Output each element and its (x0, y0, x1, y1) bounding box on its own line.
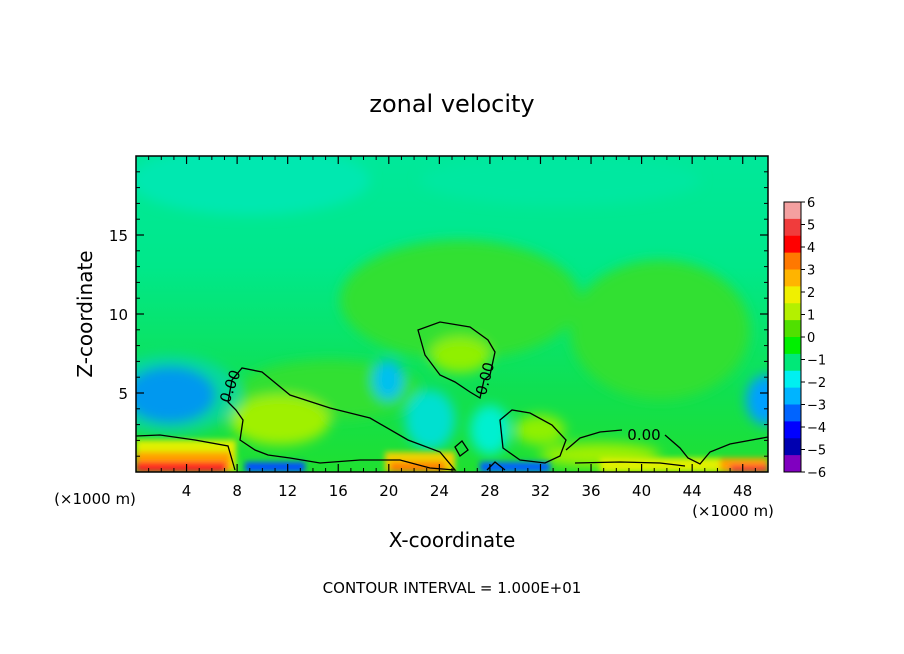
chart-title: zonal velocity (369, 90, 534, 118)
colorbar-tick-label: 3 (807, 264, 815, 279)
x-tick-label: 4 (182, 482, 192, 500)
x-tick-label: 40 (632, 482, 651, 500)
colorbar-tick-label: 6 (807, 196, 815, 211)
contour-line-surface-left (136, 434, 236, 471)
y-tick-label: 10 (109, 306, 128, 324)
surface-red-right (730, 465, 768, 472)
colorbar-tick-label: −5 (807, 444, 826, 459)
contour-line-upper-loop (417, 321, 496, 400)
contour-interval-note: CONTOUR INTERVAL = 1.000E+01 (323, 579, 582, 597)
contour-line-right-surface (664, 434, 768, 465)
contour-line-left-hump (227, 367, 457, 471)
colorbar-tick-label: 4 (807, 241, 815, 256)
contour-line-small-loop (454, 440, 469, 457)
jet-core-right (746, 375, 768, 425)
surface-yellow-3 (600, 458, 720, 472)
cyan-band-top (136, 156, 370, 215)
yellowgreen-blob-1 (430, 337, 490, 373)
x-tick-label: 36 (581, 482, 600, 500)
colorbar-swatch (784, 404, 801, 422)
green-zone-right (570, 260, 750, 400)
colorbar-tick-label: −2 (807, 376, 826, 391)
colorbar-swatch (784, 303, 801, 321)
colorbar-tick-label: 0 (807, 331, 815, 346)
colorbar-swatch (784, 320, 801, 338)
x-tick-label: 28 (480, 482, 499, 500)
x-axis-unit-right: (×1000 m) (692, 502, 774, 520)
x-tick-label: 32 (531, 482, 550, 500)
colorbar-swatch (784, 269, 801, 287)
colorbar-tick-label: 1 (807, 309, 815, 324)
surface-red-left (136, 462, 226, 472)
colorbar: 6 5 4 3 2 1 0 −1 −2 −3 −4 −5 −6 (783, 196, 826, 481)
plot-area: 0.00 0.00 0.00 (136, 156, 768, 472)
contour-line-right-lobe (499, 409, 567, 464)
y-tick-label: 15 (109, 227, 128, 245)
contour-line-mid-surface (565, 429, 623, 451)
colorbar-swatch (784, 235, 801, 254)
x-tick-label: 8 (232, 482, 242, 500)
x-axis-unit-left: (×1000 m) (54, 490, 136, 508)
colorbar-swatch (784, 337, 801, 355)
y-axis-label: Z-coordinate (73, 250, 97, 377)
colorbar-swatch (784, 218, 801, 237)
x-tick-label: 44 (683, 482, 702, 500)
y-tick-label: 5 (118, 385, 128, 403)
cyan-mid-3 (470, 405, 510, 455)
surface-orange-2 (390, 462, 445, 472)
x-tick-label: 48 (733, 482, 752, 500)
x-tick-label: 12 (278, 482, 297, 500)
x-tick-label: 16 (329, 482, 348, 500)
colorbar-tick-label: 5 (807, 219, 815, 234)
colorbar-tick-label: −4 (807, 421, 826, 436)
surface-blue-1 (245, 462, 305, 472)
contour-line-mid-bottom (574, 461, 686, 467)
x-tick-label: 24 (430, 482, 449, 500)
x-ticks: 4 8 12 16 20 24 28 32 36 40 44 48 (148, 156, 756, 500)
colorbar-tick-label: 2 (807, 286, 815, 301)
colorbar-tick-label: −1 (807, 354, 826, 369)
yellowgreen-blob-3 (230, 395, 330, 445)
colorbar-tick-label: −3 (807, 399, 826, 414)
colorbar-swatch (784, 455, 801, 473)
colorbar-swatch (784, 421, 801, 439)
y-ticks: 5 10 15 (109, 171, 768, 457)
zero-contour (136, 321, 768, 471)
cyan-halo-left (136, 355, 240, 435)
colorbar-swatch (784, 252, 801, 270)
yellowgreen-blob-2 (515, 415, 565, 445)
x-axis-label: X-coordinate (389, 528, 516, 552)
colorbar-swatch (784, 202, 801, 220)
colorbar-swatch (784, 286, 801, 304)
surface-blue-2 (480, 462, 550, 472)
cyan-mid-2 (405, 390, 455, 450)
cyan-band-top-right (420, 156, 700, 205)
colorbar-tick-label: −6 (807, 466, 826, 481)
green-zone-upper (340, 240, 580, 360)
contour-label: 0.00 (627, 426, 660, 444)
cyan-mid-1 (373, 360, 403, 400)
colorbar-swatch (784, 387, 801, 405)
x-tick-label: 20 (379, 482, 398, 500)
colorbar-swatch (784, 370, 801, 389)
colorbar-swatch (784, 438, 801, 456)
colorbar-swatch (784, 353, 801, 372)
